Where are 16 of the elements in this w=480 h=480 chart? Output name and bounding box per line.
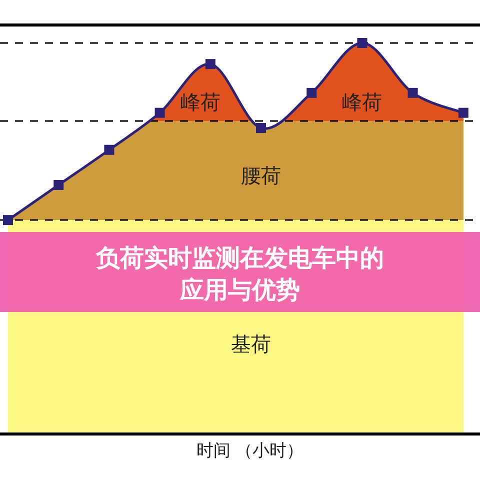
x-axis-title: 时间 （小时） — [196, 441, 304, 461]
text: 负荷实时监测在发电车中的应用与优势 — [95, 244, 384, 304]
point — [104, 144, 114, 155]
point — [154, 108, 165, 118]
point — [205, 59, 216, 70]
point — [306, 88, 317, 98]
band-label: 腰荷 — [241, 164, 281, 188]
point — [3, 215, 13, 226]
band-label: 峰荷 — [180, 90, 220, 114]
point — [408, 88, 418, 98]
point — [458, 108, 468, 118]
point — [54, 180, 64, 190]
band-label: 基荷 — [230, 332, 271, 356]
annotation: 峰荷 — [342, 90, 382, 114]
point — [357, 38, 368, 48]
point — [256, 123, 266, 134]
